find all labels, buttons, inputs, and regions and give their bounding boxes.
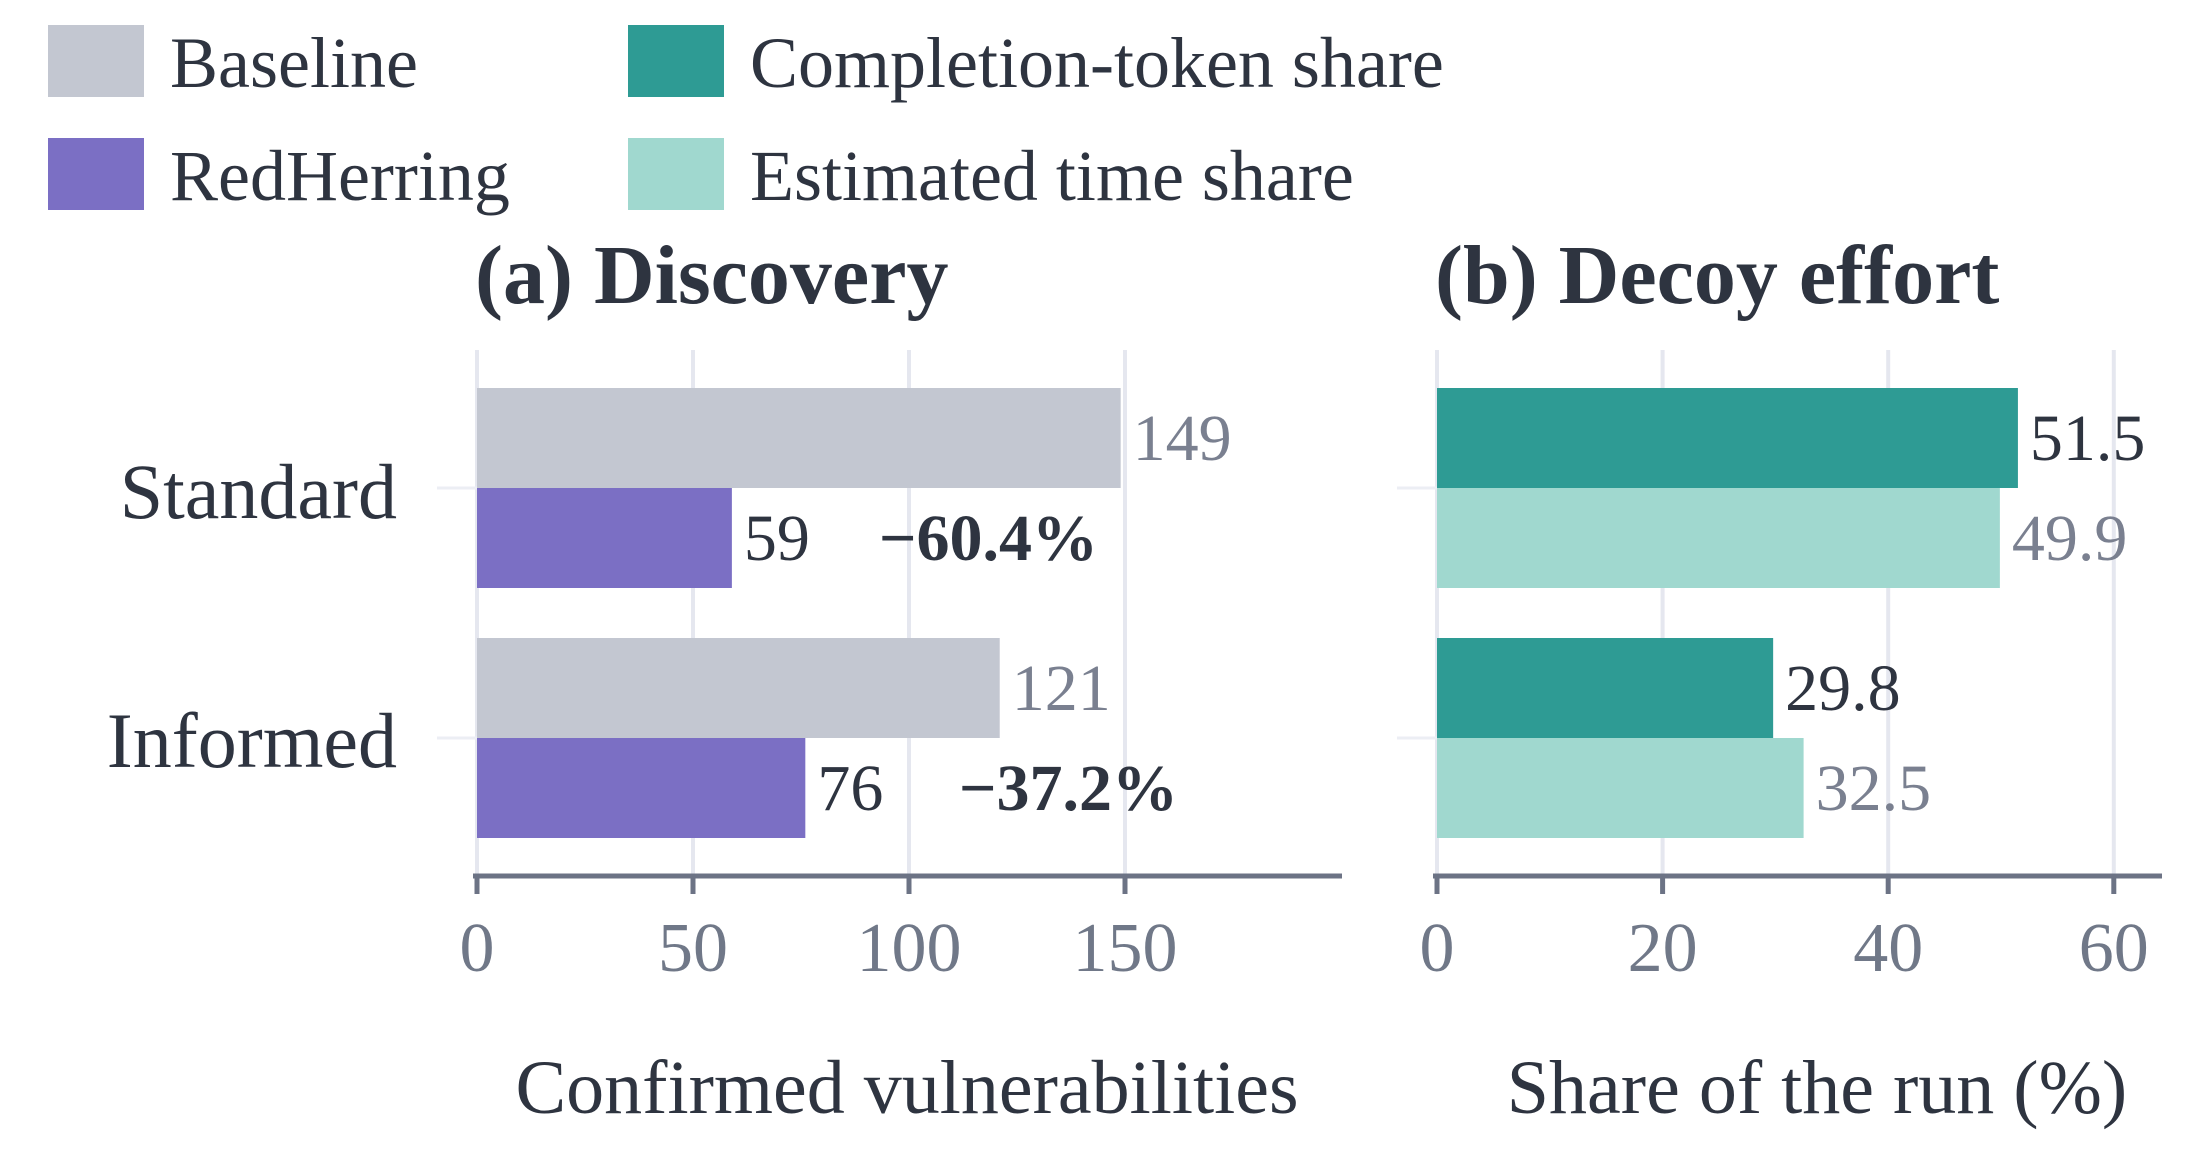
value-label-completion-token-share-standard: 51.5 — [2030, 402, 2145, 475]
panel-a-bars — [477, 388, 1121, 838]
change-annotation-standard: −60.4% — [879, 502, 1098, 575]
panel-b-decoy-effort: 0 20 40 60 51.5 29.8 49.9 32.5 — [1397, 350, 2162, 987]
bar-estimated-time-share-informed — [1437, 738, 1804, 838]
bar-completion-token-share-standard — [1437, 388, 2018, 488]
panel-b-x-tick-label-0: 0 — [1420, 910, 1455, 987]
panel-b-title: (b) Decoy effort — [1435, 229, 1999, 322]
panel-a-x-tick-label-100: 100 — [857, 910, 962, 987]
legend-label-completion-token-share: Completion-token share — [750, 23, 1444, 103]
bar-redherring-informed — [477, 738, 806, 838]
value-label-estimated-time-share-informed: 32.5 — [1816, 752, 1932, 825]
legend-swatch-redherring — [48, 138, 144, 210]
value-label-completion-token-share-informed: 29.8 — [1785, 652, 1901, 725]
bar-redherring-standard — [477, 488, 732, 588]
value-label-baseline-standard: 149 — [1133, 402, 1232, 475]
panel-b-value-labels: 51.5 29.8 49.9 32.5 — [1785, 402, 2145, 825]
value-label-baseline-informed: 121 — [1012, 652, 1111, 725]
panel-a-title: (a) Discovery — [475, 229, 948, 322]
panel-b-xlabel: Share of the run (%) — [1507, 1046, 2127, 1130]
value-label-redherring-informed: 76 — [817, 752, 883, 825]
category-label-informed: Informed — [107, 697, 397, 784]
change-annotation-informed: −37.2% — [959, 752, 1178, 825]
panel-b-x-tick-label-60: 60 — [2079, 910, 2149, 987]
legend-label-estimated-time-share: Estimated time share — [750, 136, 1354, 216]
panel-a-discovery: 0 50 100 150 149 121 59 76 −60.4% −37.2% — [437, 350, 1342, 987]
panel-b-x-tick-label-40: 40 — [1853, 910, 1923, 987]
panel-a-x-tick-label-50: 50 — [658, 910, 728, 987]
panel-a-x-tick-label-0: 0 — [460, 910, 495, 987]
legend-swatch-completion-token-share — [628, 25, 724, 97]
legend: Baseline RedHerring Completion-token sha… — [48, 23, 1444, 216]
value-label-redherring-standard: 59 — [744, 502, 810, 575]
panel-a-x-axis: 0 50 100 150 — [437, 486, 1342, 987]
bar-estimated-time-share-standard — [1437, 488, 2000, 588]
panel-a-x-tick-label-150: 150 — [1073, 910, 1178, 987]
panel-b-x-axis: 0 20 40 60 — [1397, 486, 2162, 987]
category-label-standard: Standard — [120, 448, 397, 535]
legend-swatch-estimated-time-share — [628, 138, 724, 210]
bar-baseline-standard — [477, 388, 1121, 488]
panel-b-bars — [1437, 388, 2018, 838]
legend-swatch-baseline — [48, 25, 144, 97]
panel-a-xlabel: Confirmed vulnerabilities — [515, 1046, 1298, 1130]
legend-label-redherring: RedHerring — [170, 136, 510, 216]
panel-b-x-tick-label-20: 20 — [1628, 910, 1698, 987]
bar-baseline-informed — [477, 638, 1000, 738]
bar-completion-token-share-informed — [1437, 638, 1774, 738]
legend-label-baseline: Baseline — [170, 23, 418, 103]
value-label-estimated-time-share-standard: 49.9 — [2012, 502, 2128, 575]
panel-a-value-labels: 149 121 59 76 −60.4% −37.2% — [744, 402, 1232, 825]
